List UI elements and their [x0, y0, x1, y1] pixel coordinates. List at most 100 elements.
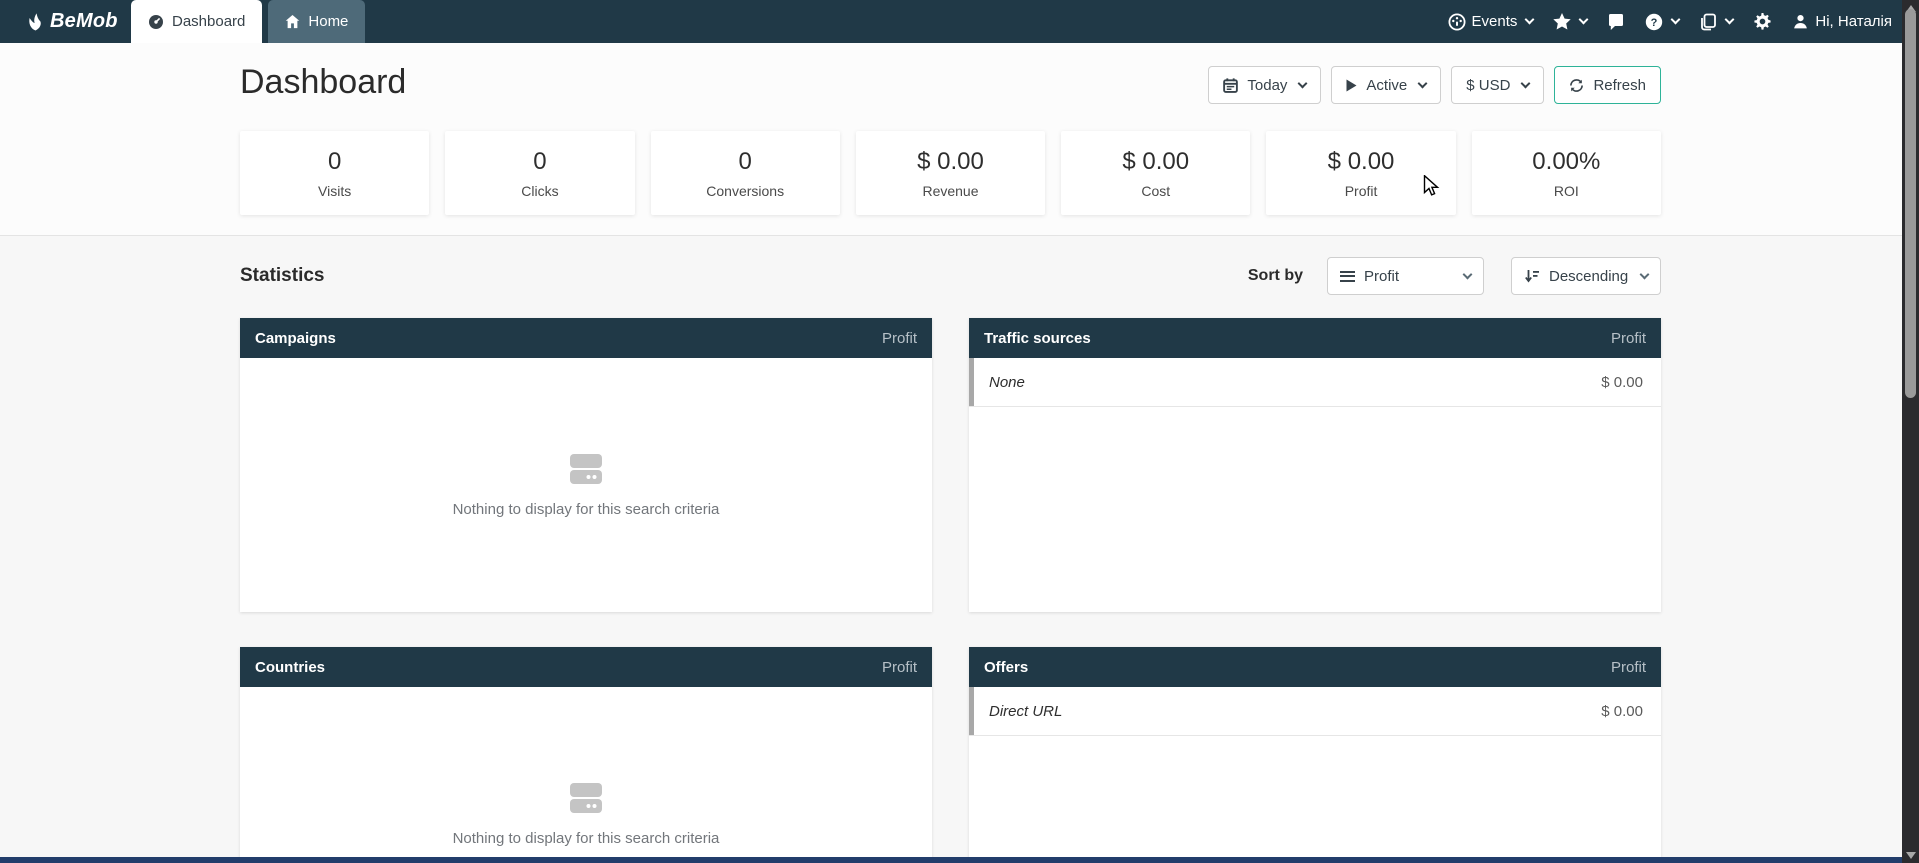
feedback-menu[interactable]: [1607, 13, 1625, 31]
gear-icon: [1753, 12, 1772, 31]
statistics-header: Statistics Sort by Profit Descending: [240, 257, 1661, 295]
stat-value: 0: [533, 147, 547, 175]
chevron-down-icon: [1521, 78, 1531, 88]
panel-title: Offers: [984, 658, 1029, 676]
stat-label: Conversions: [706, 182, 785, 199]
tab-home-label: Home: [308, 13, 349, 30]
sort-field-value: Profit: [1364, 267, 1400, 285]
sort-field-dropdown[interactable]: Profit: [1327, 257, 1484, 295]
panel-campaigns: Campaigns Profit Nothing to display for …: [240, 318, 932, 612]
scroll-up-arrow[interactable]: [1902, 0, 1919, 16]
scroll-down-arrow[interactable]: [1902, 847, 1919, 863]
settings-menu[interactable]: [1753, 12, 1772, 31]
vertical-scrollbar[interactable]: [1902, 0, 1919, 863]
stat-card-revenue: $ 0.00 Revenue: [855, 131, 1046, 215]
panel-title: Traffic sources: [984, 329, 1091, 347]
panel-metric-label: Profit: [1610, 329, 1646, 347]
svg-text:?: ?: [1651, 17, 1658, 29]
stat-value: $ 0.00: [1327, 147, 1395, 175]
stat-cards-row: 0 Visits 0 Clicks 0 Conversions $ 0.00 R…: [240, 131, 1661, 215]
refresh-button[interactable]: Refresh: [1554, 66, 1661, 104]
sort-descending-icon: [1524, 269, 1540, 284]
panel-header: Traffic sources Profit: [969, 318, 1661, 358]
sort-controls: Sort by Profit Descending: [1248, 257, 1661, 295]
table-row[interactable]: Direct URL $ 0.00: [969, 687, 1661, 736]
user-menu[interactable]: Hi, Наталія: [1792, 13, 1892, 30]
status-filter-label: Active: [1366, 76, 1408, 94]
page-title: Dashboard: [240, 63, 407, 101]
stat-value: 0.00%: [1532, 147, 1601, 175]
row-name: None: [989, 373, 1025, 391]
brand-name: BeMob: [50, 10, 118, 32]
stat-value: 0: [327, 147, 342, 175]
scrollbar-thumb[interactable]: [1905, 9, 1916, 398]
stat-label: ROI: [1553, 182, 1579, 199]
currency-button[interactable]: $ USD: [1451, 66, 1545, 104]
chat-icon: [1607, 13, 1625, 31]
navbar-menu: Events ?: [1448, 0, 1892, 43]
refresh-icon: [1569, 78, 1584, 93]
date-range-button[interactable]: Today: [1208, 66, 1322, 104]
row-share-bar: [969, 358, 974, 406]
stat-label: Visits: [318, 182, 352, 199]
dashboard-icon: [148, 14, 164, 30]
brand: BeMob: [26, 0, 118, 43]
header-actions: Today Active $ USD Refresh: [1208, 66, 1661, 104]
statistics-section: Statistics Sort by Profit Descending Cam…: [0, 237, 1902, 863]
chevron-down-icon: [1578, 14, 1589, 25]
statistics-heading: Statistics: [240, 265, 325, 286]
panel-title: Campaigns: [255, 329, 336, 347]
top-navbar: BeMob Dashboard Home Events: [0, 0, 1902, 43]
chevron-down-icon: [1670, 14, 1681, 25]
events-menu[interactable]: Events: [1448, 13, 1535, 31]
panel-countries: Countries Profit Nothing to display for …: [240, 647, 932, 863]
panel-metric-label: Profit: [1610, 658, 1646, 676]
user-greeting: Hi, Наталія: [1815, 13, 1892, 30]
empty-server-icon: [566, 452, 606, 486]
stat-value: $ 0.00: [1122, 147, 1190, 175]
chevron-down-icon: [1417, 78, 1428, 88]
panel-header: Campaigns Profit: [240, 318, 932, 358]
home-icon: [285, 14, 300, 29]
chevron-down-icon: [1524, 14, 1535, 25]
triangle-up-icon: [1905, 4, 1916, 12]
workspaces-menu[interactable]: [1699, 13, 1735, 31]
row-share-bar: [969, 687, 974, 735]
stat-label: Profit: [1344, 182, 1378, 199]
empty-state: Nothing to display for this search crite…: [240, 452, 932, 518]
refresh-label: Refresh: [1593, 76, 1646, 94]
empty-server-icon: [566, 781, 606, 815]
tab-home[interactable]: Home: [268, 0, 366, 43]
status-filter-button[interactable]: Active: [1331, 66, 1442, 104]
panel-body: Direct URL $ 0.00: [969, 687, 1661, 863]
row-value: $ 0.00: [1601, 702, 1643, 720]
bottom-edge-bar: [0, 857, 1902, 863]
tab-dashboard[interactable]: Dashboard: [131, 0, 263, 43]
currency-label: $ USD: [1466, 76, 1511, 94]
panel-body: Nothing to display for this search crite…: [240, 358, 932, 612]
help-menu[interactable]: ?: [1645, 13, 1681, 31]
sort-by-label: Sort by: [1247, 267, 1303, 284]
sort-order-dropdown[interactable]: Descending: [1511, 257, 1661, 295]
stat-card-cost: $ 0.00 Cost: [1061, 131, 1251, 215]
tab-dashboard-label: Dashboard: [172, 13, 246, 30]
stat-card-conversions: 0 Conversions: [650, 131, 840, 215]
panel-offers: Offers Profit Direct URL $ 0.00: [969, 647, 1661, 863]
panels-grid: Campaigns Profit Nothing to display for …: [240, 318, 1661, 863]
panel-body: Nothing to display for this search crite…: [240, 687, 932, 863]
panel-body: None $ 0.00: [969, 358, 1661, 612]
panel-header: Countries Profit: [240, 647, 932, 687]
table-row[interactable]: None $ 0.00: [969, 358, 1661, 407]
events-label: Events: [1471, 13, 1518, 30]
panel-header: Offers Profit: [969, 647, 1661, 687]
chevron-down-icon: [1297, 78, 1308, 88]
stat-label: Revenue: [922, 182, 979, 199]
row-name: Direct URL: [989, 702, 1063, 720]
triangle-down-icon: [1905, 851, 1916, 859]
stat-label: Clicks: [521, 182, 559, 199]
bemob-logo-icon: [26, 11, 45, 32]
favorites-menu[interactable]: [1553, 13, 1589, 30]
stat-label: Cost: [1141, 182, 1171, 199]
play-icon: [1346, 79, 1357, 92]
help-icon: ?: [1645, 13, 1663, 31]
